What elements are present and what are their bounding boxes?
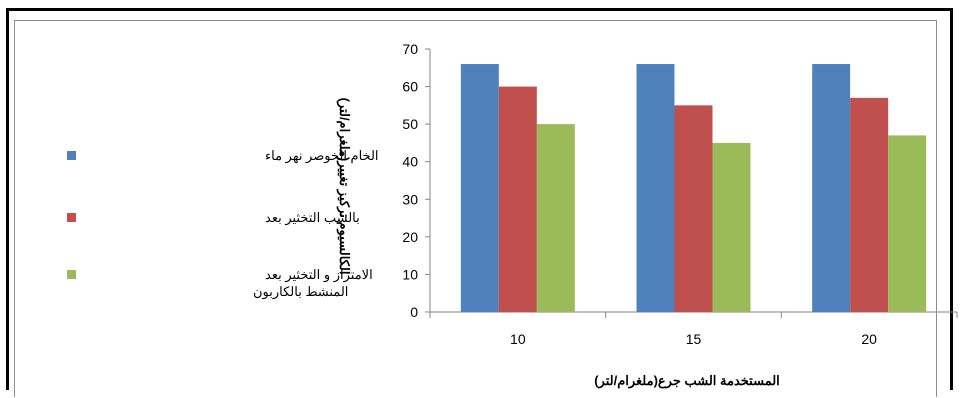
x-tick-label: 20: [861, 331, 877, 347]
y-tick-label: 40: [402, 154, 418, 170]
legend-label: الامتزاز و التخثير بعد: [265, 267, 373, 283]
legend-label: الخام الخوصر نهر ماء: [265, 148, 379, 164]
chart-frame: [6, 8, 953, 390]
y-tick-label: 30: [402, 191, 418, 207]
legend-label: بالشب التخثير بعد: [265, 210, 360, 226]
y-tick-label: 70: [402, 41, 418, 57]
bar: [888, 135, 927, 312]
bar: [812, 64, 851, 313]
bars: [460, 64, 927, 313]
bar: [712, 142, 751, 312]
x-axis-title: المستخدمة الشب جرع(ملغرام/لتر): [594, 373, 780, 389]
x-tick-label: 15: [686, 331, 702, 347]
bar: [536, 124, 575, 313]
legend-swatch: [67, 213, 76, 222]
bar: [850, 97, 889, 312]
y-tick-label: 60: [402, 79, 418, 95]
legend: الخام الخوصر نهر ماء بالشب التخثير بعد الا…: [67, 148, 379, 300]
y-axis-title: الكالسيوم تركيز تغيير(ملغرام/لتر): [336, 98, 352, 275]
bar: [636, 64, 675, 313]
bar: [674, 105, 713, 312]
chart-area-border: [14, 20, 937, 397]
y-tick-label: 0: [410, 304, 418, 320]
bar: [498, 86, 537, 312]
x-tick-label: 10: [510, 331, 526, 347]
legend-swatch: [67, 151, 76, 160]
y-tick-label: 50: [402, 116, 418, 132]
legend-label: المنشط بالكاربون: [253, 284, 348, 300]
y-tick-label: 10: [402, 266, 418, 282]
y-tick-label: 20: [402, 229, 418, 245]
bar: [460, 64, 499, 313]
legend-swatch: [67, 270, 76, 279]
